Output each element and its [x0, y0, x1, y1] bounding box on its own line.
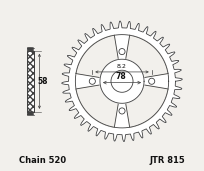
- Polygon shape: [125, 35, 167, 78]
- Polygon shape: [125, 85, 167, 127]
- Text: 8.2: 8.2: [116, 64, 125, 69]
- Polygon shape: [76, 85, 118, 127]
- Polygon shape: [76, 35, 118, 78]
- Text: 78: 78: [115, 72, 126, 81]
- Circle shape: [118, 108, 124, 114]
- Circle shape: [148, 78, 154, 84]
- Bar: [27, 51, 34, 112]
- Text: 58: 58: [38, 77, 48, 86]
- Circle shape: [118, 49, 124, 55]
- Polygon shape: [62, 21, 181, 141]
- Text: JTR 815: JTR 815: [149, 156, 185, 165]
- Circle shape: [110, 70, 132, 92]
- Bar: [27, 51, 34, 112]
- Text: Chain 520: Chain 520: [19, 156, 66, 165]
- Circle shape: [89, 78, 95, 84]
- Polygon shape: [100, 59, 143, 103]
